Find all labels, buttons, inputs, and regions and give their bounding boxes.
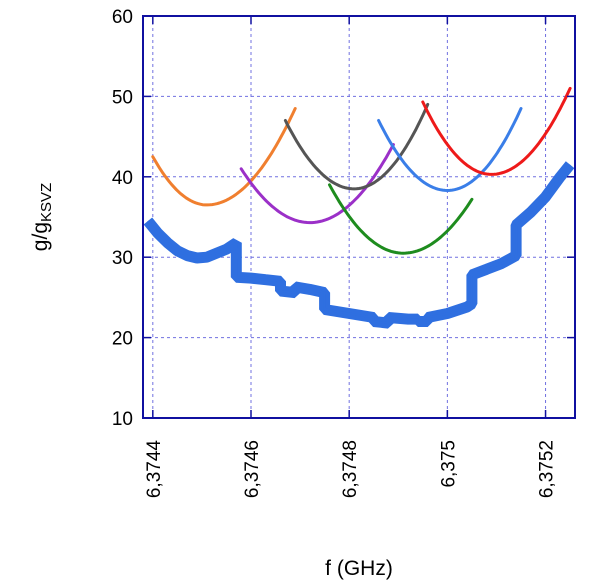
x-tick-label: 6,3746: [242, 440, 263, 498]
x-tick-labels: 6,3744 6,3746 6,3748 6,375 6,3752: [144, 440, 558, 499]
y-tick-label: 50: [112, 87, 133, 108]
y-axis-label-sub: KSVZ: [38, 183, 55, 222]
series-line-4: [328, 183, 474, 255]
grid-lines: [143, 15, 575, 419]
y-tick-label: 40: [112, 168, 133, 189]
series-line-6: [421, 86, 572, 176]
x-tick-label: 6,3752: [537, 440, 558, 498]
y-axis-label-main: g/g: [29, 222, 52, 251]
x-tick-label: 6,375: [438, 440, 459, 488]
x-tick-label: 6,3744: [144, 440, 165, 499]
tick-marks: [143, 15, 575, 419]
y-tick-label: 60: [112, 7, 133, 28]
y-tick-labels: 10 20 30 40 50 60: [112, 7, 133, 430]
series-line-3: [283, 102, 430, 191]
x-tick-label: 6,3748: [340, 440, 361, 498]
series-group: [143, 86, 575, 329]
y-tick-label: 30: [112, 248, 133, 269]
series-band-connector: [147, 164, 571, 325]
y-axis-label: g/gKSVZ: [29, 183, 55, 251]
y-tick-label: 20: [112, 329, 133, 350]
plot-frame: [142, 15, 576, 419]
series-line-1: [151, 107, 297, 207]
y-tick-label: 10: [112, 409, 133, 430]
x-axis-label: f (GHz): [325, 557, 393, 580]
series-line-5: [377, 107, 523, 192]
